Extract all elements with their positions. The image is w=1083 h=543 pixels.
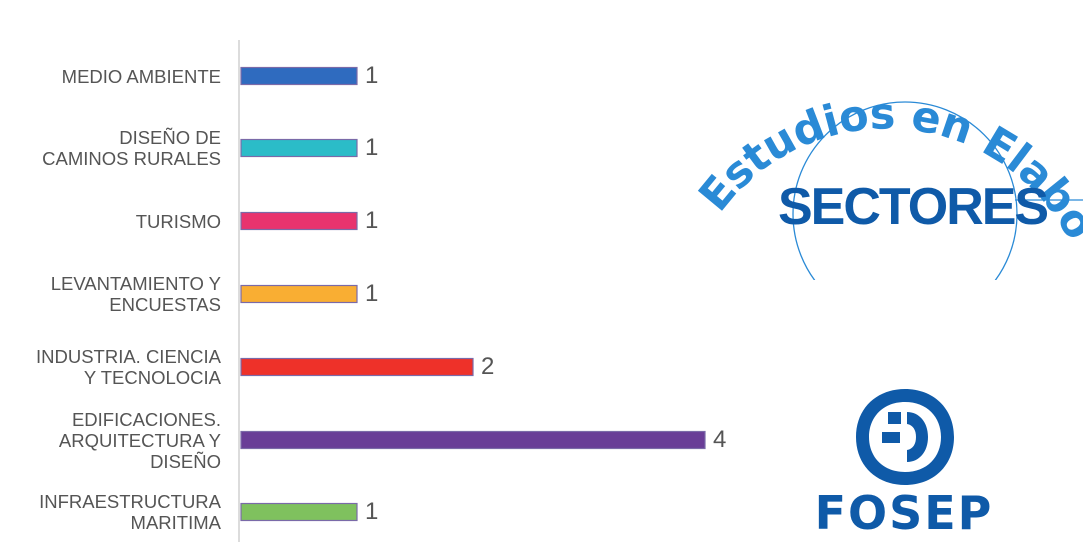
bar-chart: [238, 40, 706, 542]
bar: [240, 502, 358, 522]
value-label: 1: [365, 62, 379, 89]
category-label: INFRAESTRUCTURA MARITIMA: [39, 491, 221, 533]
bar: [240, 211, 358, 231]
bar: [240, 66, 358, 86]
fosep-wordmark: FOSEP: [814, 486, 994, 540]
fosep-logo-icon: [856, 389, 954, 485]
bar: [240, 138, 358, 158]
value-label: 2: [481, 353, 495, 380]
category-label: MEDIO AMBIENTE: [61, 65, 221, 87]
value-label: 1: [365, 498, 379, 525]
bars-group: [240, 66, 706, 522]
title-arc: Estudios en Elaboración: [690, 0, 1083, 280]
bar: [240, 284, 358, 304]
category-label: TURISMO: [135, 210, 221, 232]
value-label: 1: [365, 134, 379, 161]
value-label: 1: [365, 280, 379, 307]
category-label: LEVANTAMIENTO Y ENCUESTAS: [50, 273, 221, 315]
category-label: EDIFICACIONES. ARQUITECTURA Y DISEÑO: [58, 408, 221, 472]
category-label: DISEÑO DE CAMINOS RURALES: [42, 127, 221, 169]
logo-outer-shape: [856, 389, 954, 485]
sectores-heading: SECTORES: [778, 178, 1049, 236]
sectores-circle: [792, 101, 1018, 280]
bar: [240, 357, 474, 377]
bar: [240, 430, 706, 450]
value-label: 4: [713, 426, 727, 453]
category-label: INDUSTRIA. CIENCIA Y TECNOLOCIA: [35, 346, 221, 388]
logo-inner-shape: [882, 412, 928, 462]
value-label: 1: [365, 207, 379, 234]
